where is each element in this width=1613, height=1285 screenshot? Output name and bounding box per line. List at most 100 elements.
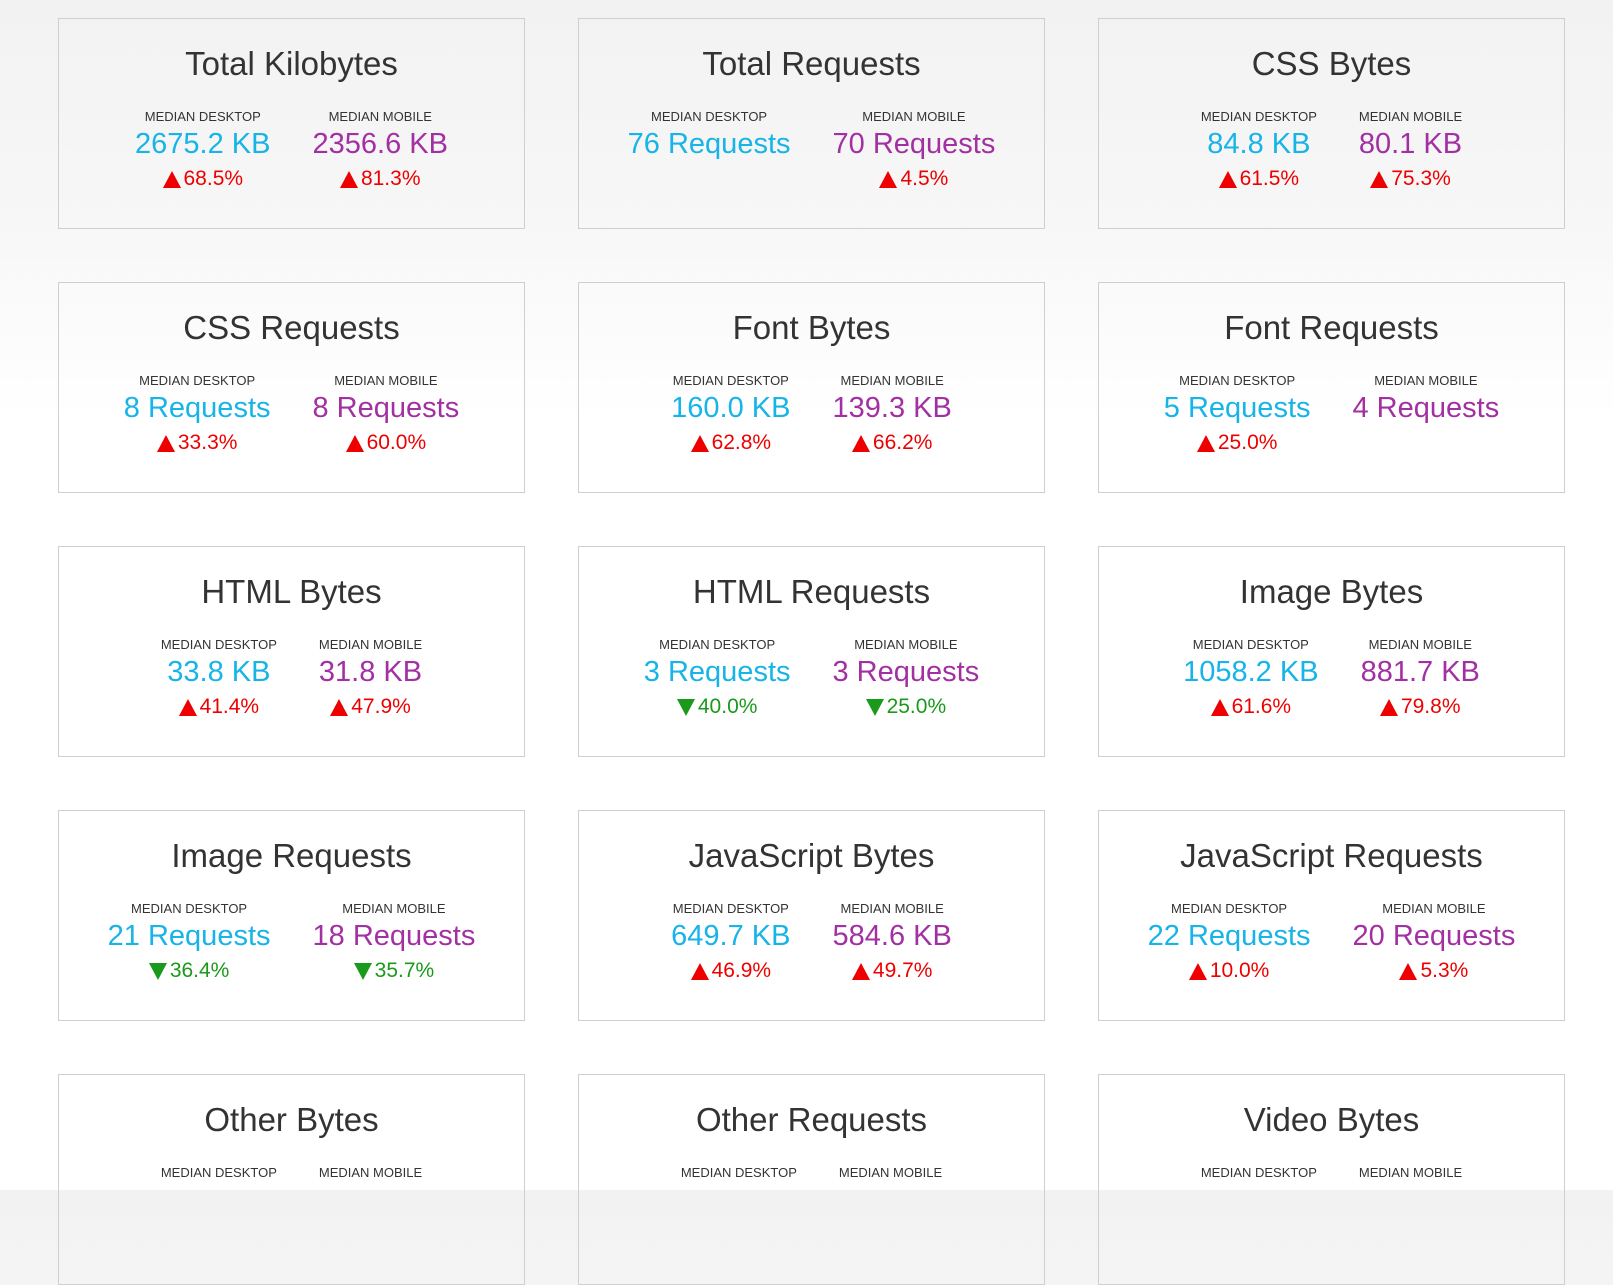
mobile-change-text: 5.3% (1420, 959, 1469, 982)
desktop-change-text: 25.0% (1217, 431, 1278, 454)
card-metrics: MEDIAN DESKTOP 8 Requests 33.3% MEDIAN M… (59, 373, 524, 456)
card-title: CSS Requests (183, 309, 400, 346)
desktop-change: 61.5% (1218, 166, 1299, 192)
mobile-value: 584.6 KB (832, 920, 952, 952)
mobile-label: MEDIAN MOBILE (1368, 637, 1472, 652)
desktop-label: MEDIAN DESKTOP (1192, 637, 1309, 652)
card-title: Font Requests (1224, 309, 1439, 346)
desktop-change: 41.4% (178, 694, 260, 720)
mobile-change-text: 47.9% (351, 695, 411, 718)
card-metrics: MEDIAN DESKTOP MEDIAN MOBILE (579, 1165, 1044, 1214)
card-metrics: MEDIAN DESKTOP 5 Requests 25.0% MEDIAN M… (1099, 373, 1564, 456)
desktop-metric: MEDIAN DESKTOP (161, 1165, 277, 1214)
desktop-change: 25.0% (1196, 430, 1278, 456)
mobile-change-text: 49.7% (872, 959, 933, 982)
mobile-change: 47.9% (330, 694, 411, 720)
mobile-metric: MEDIAN MOBILE 3 Requests 25.0% (833, 637, 980, 720)
card-title: JavaScript Bytes (688, 837, 935, 874)
triangle-up-icon (1218, 170, 1237, 188)
desktop-label: MEDIAN DESKTOP (1179, 373, 1296, 388)
desktop-value: 76 Requests (627, 128, 791, 160)
mobile-metric: MEDIAN MOBILE 18 Requests 35.7% (313, 901, 476, 984)
card-metrics: MEDIAN DESKTOP 33.8 KB 41.4% MEDIAN MOBI… (59, 637, 524, 720)
triangle-up-icon (1210, 698, 1229, 716)
triangle-up-icon (339, 170, 358, 188)
card-metrics: MEDIAN DESKTOP 1058.2 KB 61.6% MEDIAN MO… (1099, 637, 1564, 720)
desktop-value: 160.0 KB (671, 392, 791, 424)
mobile-change: 79.8% (1379, 694, 1461, 720)
mobile-value: 80.1 KB (1358, 128, 1463, 160)
desktop-change-text: 46.9% (711, 959, 772, 982)
mobile-change-text: 79.8% (1400, 695, 1461, 718)
metric-card: JavaScript Requests MEDIAN DESKTOP 22 Re… (1098, 810, 1565, 1021)
mobile-change-text: 66.2% (872, 431, 933, 454)
triangle-up-icon (851, 434, 870, 452)
metric-card: Image Requests MEDIAN DESKTOP 21 Request… (58, 810, 525, 1021)
mobile-value: 70 Requests (832, 128, 996, 160)
desktop-label: MEDIAN DESKTOP (651, 109, 768, 124)
desktop-change: 10.0% (1188, 958, 1270, 984)
desktop-metric: MEDIAN DESKTOP 21 Requests 36.4% (108, 901, 271, 984)
desktop-value: 33.8 KB (167, 656, 271, 688)
desktop-metric: MEDIAN DESKTOP 160.0 KB 62.8% (671, 373, 790, 456)
triangle-up-icon (879, 170, 898, 188)
mobile-metric: MEDIAN MOBILE 584.6 KB 49.7% (833, 901, 952, 984)
desktop-value: 5 Requests (1163, 392, 1311, 424)
desktop-change-text: 40.0% (697, 695, 758, 718)
mobile-change-text: 35.7% (374, 959, 435, 982)
desktop-change-text: 10.0% (1209, 959, 1270, 982)
desktop-value: 84.8 KB (1207, 128, 1311, 160)
card-metrics: MEDIAN DESKTOP 76 Requests MEDIAN MOBILE… (579, 109, 1044, 192)
triangle-down-icon (865, 698, 884, 716)
mobile-metric: MEDIAN MOBILE 139.3 KB 66.2% (833, 373, 952, 456)
mobile-metric: MEDIAN MOBILE 8 Requests 60.0% (313, 373, 460, 456)
desktop-change: 40.0% (676, 694, 758, 720)
desktop-change-text: 33.3% (177, 431, 238, 454)
mobile-metric: MEDIAN MOBILE 80.1 KB 75.3% (1359, 109, 1462, 192)
desktop-metric: MEDIAN DESKTOP (681, 1165, 797, 1214)
desktop-value: 649.7 KB (671, 920, 791, 952)
metric-card: Font Requests MEDIAN DESKTOP 5 Requests … (1098, 282, 1565, 493)
mobile-metric: MEDIAN MOBILE 70 Requests 4.5% (833, 109, 996, 192)
triangle-up-icon (690, 962, 709, 980)
metrics-grid: Total Kilobytes MEDIAN DESKTOP 2675.2 KB… (58, 18, 1565, 1285)
card-title: Image Requests (171, 837, 412, 874)
card-title: Image Bytes (1239, 573, 1424, 610)
desktop-change-text: 61.6% (1231, 695, 1292, 718)
desktop-label: MEDIAN DESKTOP (144, 109, 261, 124)
mobile-label: MEDIAN MOBILE (318, 637, 423, 652)
mobile-metric: MEDIAN MOBILE (839, 1165, 942, 1214)
desktop-label: MEDIAN DESKTOP (1171, 901, 1288, 916)
mobile-metric: MEDIAN MOBILE (319, 1165, 422, 1214)
card-metrics: MEDIAN DESKTOP MEDIAN MOBILE (59, 1165, 524, 1214)
triangle-up-icon (162, 170, 181, 188)
desktop-label: MEDIAN DESKTOP (160, 637, 277, 652)
mobile-label: MEDIAN MOBILE (1374, 373, 1478, 388)
mobile-change-text: 60.0% (366, 431, 427, 454)
mobile-change: 49.7% (851, 958, 933, 984)
mobile-change: 5.3% (1399, 958, 1468, 984)
card-metrics: MEDIAN DESKTOP 160.0 KB 62.8% MEDIAN MOB… (579, 373, 1044, 456)
mobile-value: 31.8 KB (318, 656, 423, 688)
metric-card: Video Bytes MEDIAN DESKTOP MEDIAN MOBILE (1098, 1074, 1565, 1285)
mobile-metric: MEDIAN MOBILE (1359, 1165, 1462, 1214)
card-metrics: MEDIAN DESKTOP 649.7 KB 46.9% MEDIAN MOB… (579, 901, 1044, 984)
desktop-label: MEDIAN DESKTOP (1200, 109, 1317, 124)
metric-card: Font Bytes MEDIAN DESKTOP 160.0 KB 62.8%… (578, 282, 1045, 493)
desktop-label: MEDIAN DESKTOP (139, 373, 256, 388)
mobile-label: MEDIAN MOBILE (328, 109, 432, 124)
mobile-label: MEDIAN MOBILE (840, 373, 944, 388)
mobile-change: 60.0% (345, 430, 427, 456)
mobile-metric: MEDIAN MOBILE 2356.6 KB 81.3% (313, 109, 448, 192)
mobile-metric: MEDIAN MOBILE 20 Requests 5.3% (1353, 901, 1516, 984)
desktop-metric: MEDIAN DESKTOP 33.8 KB 41.4% (161, 637, 277, 720)
triangle-up-icon (1379, 698, 1398, 716)
desktop-label: MEDIAN DESKTOP (659, 637, 776, 652)
desktop-change-text: 68.5% (183, 167, 244, 190)
card-title: Total Requests (702, 45, 921, 82)
desktop-metric: MEDIAN DESKTOP 3 Requests 40.0% (644, 637, 791, 720)
mobile-label: MEDIAN MOBILE (854, 637, 958, 652)
mobile-value: 881.7 KB (1360, 656, 1480, 688)
desktop-label: MEDIAN DESKTOP (160, 1165, 277, 1180)
desktop-change-text: 41.4% (199, 695, 260, 718)
